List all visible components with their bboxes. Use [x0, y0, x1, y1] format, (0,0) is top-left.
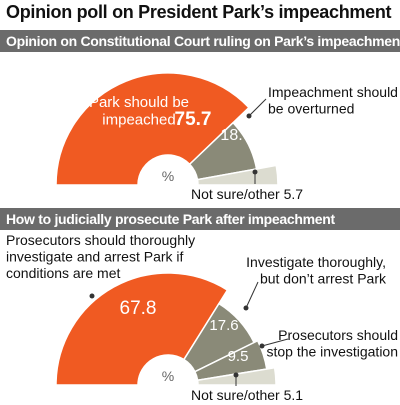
slice-0-label: Prosecutors should thoroughly investigate… [6, 232, 195, 281]
percent-label: % [162, 368, 174, 384]
slice-1-value: 17.6 [209, 317, 238, 334]
slice-0-value: 75.7 [175, 109, 212, 130]
slice-2 [196, 164, 279, 186]
page-title: Opinion poll on President Park’s impeach… [6, 2, 392, 22]
slice-3-label: Not sure/other 5.1 [191, 387, 303, 403]
chart2-title: How to judicially prosecute Park after i… [0, 208, 400, 230]
slice-0-dot [89, 293, 95, 299]
slice-2-label: Prosecutors should stop the investigation [266, 327, 398, 360]
slice-1-label: Impeachment should be overturned [268, 84, 398, 117]
slice-2-value: 9.5 [228, 348, 249, 365]
slice-0 [55, 272, 229, 386]
slice-2-dot [252, 169, 258, 175]
slice-2-leader [261, 338, 289, 347]
slice-2-label: Not sure/other 5.7 [191, 186, 303, 202]
slice-0-value: 67.8 [120, 298, 157, 319]
slice-1-leader [248, 98, 267, 117]
slice-3-dot [233, 372, 239, 378]
chart1-title: Opinion on Constitutional Court ruling o… [0, 30, 400, 52]
slice-0-label: Park should be impeached [89, 94, 189, 129]
slice-1-leader [245, 281, 259, 309]
slice-0 [55, 72, 250, 186]
percent-label: % [162, 168, 174, 184]
slice-1-dot [246, 113, 252, 119]
slice-1-dot [243, 305, 249, 311]
prosecution-chart: % Prosecutors should thoroughly investigat… [6, 232, 398, 403]
slice-1-value: 18.6 [220, 127, 251, 144]
slice-2-dot [259, 343, 265, 349]
slice-1-label: Investigate thoroughly, but don’t arrest … [246, 254, 387, 287]
